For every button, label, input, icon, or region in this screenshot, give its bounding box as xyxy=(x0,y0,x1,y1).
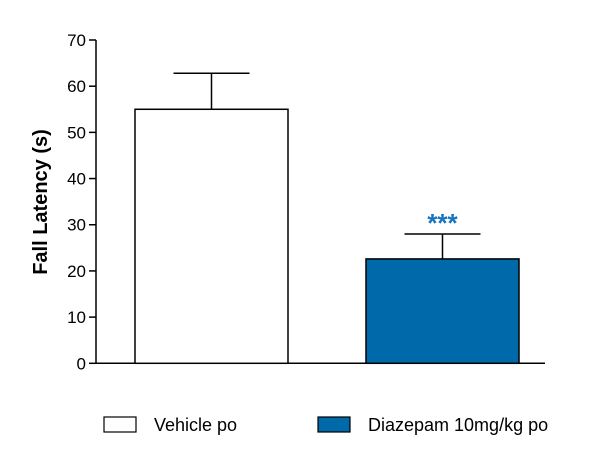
legend-label: Vehicle po xyxy=(154,415,237,435)
significance-marker: *** xyxy=(427,208,458,238)
bar xyxy=(365,258,520,365)
y-tick-label: 10 xyxy=(67,308,86,327)
y-tick-label: 70 xyxy=(67,31,86,50)
y-tick-label: 30 xyxy=(67,216,86,235)
y-tick-label: 50 xyxy=(67,123,86,142)
y-tick-label: 20 xyxy=(67,262,86,281)
legend-swatch xyxy=(317,416,351,433)
bar xyxy=(134,108,289,365)
y-tick-label: 60 xyxy=(67,77,86,96)
legend-label: Diazepam 10mg/kg po xyxy=(368,415,548,435)
legend-swatch xyxy=(103,416,137,433)
y-tick-label: 0 xyxy=(77,354,86,373)
y-axis-label: Fall Latency (s) xyxy=(30,129,52,275)
y-tick-label: 40 xyxy=(67,170,86,189)
